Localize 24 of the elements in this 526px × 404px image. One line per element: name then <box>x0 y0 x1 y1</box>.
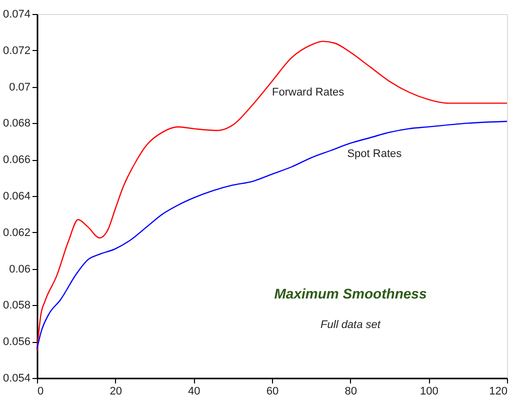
line-series <box>36 120 508 350</box>
y-tick-label: 0.062 <box>2 226 30 239</box>
line-series <box>36 40 508 352</box>
y-tick-label: 0.058 <box>2 300 30 312</box>
x-tick-label: 100 <box>420 386 438 398</box>
y-tick-label: 0.072 <box>2 44 30 57</box>
x-tick-label: 60 <box>266 386 279 398</box>
annotation: Maximum Smoothness <box>274 285 427 302</box>
y-tick-label: 0.054 <box>2 372 30 384</box>
y-tick-label: 0.07 <box>9 81 30 94</box>
series-label: Forward Rates <box>272 86 345 98</box>
annotation: Full data set <box>320 319 382 332</box>
x-tick-label: 20 <box>110 386 122 398</box>
x-tick-label: 0 <box>38 386 44 398</box>
y-tick-label: 0.064 <box>2 190 30 202</box>
y-tick-label: 0.066 <box>2 154 30 166</box>
x-tick-label: 80 <box>344 386 357 398</box>
x-tick-label: 120 <box>489 386 508 398</box>
series-label: Spot Rates <box>347 148 402 160</box>
y-tick-label: 0.068 <box>2 118 30 130</box>
y-tick-label: 0.074 <box>2 8 30 20</box>
y-tick-label: 0.06 <box>9 263 30 276</box>
y-tick-label: 0.056 <box>2 336 30 348</box>
x-tick-label: 40 <box>188 386 200 398</box>
